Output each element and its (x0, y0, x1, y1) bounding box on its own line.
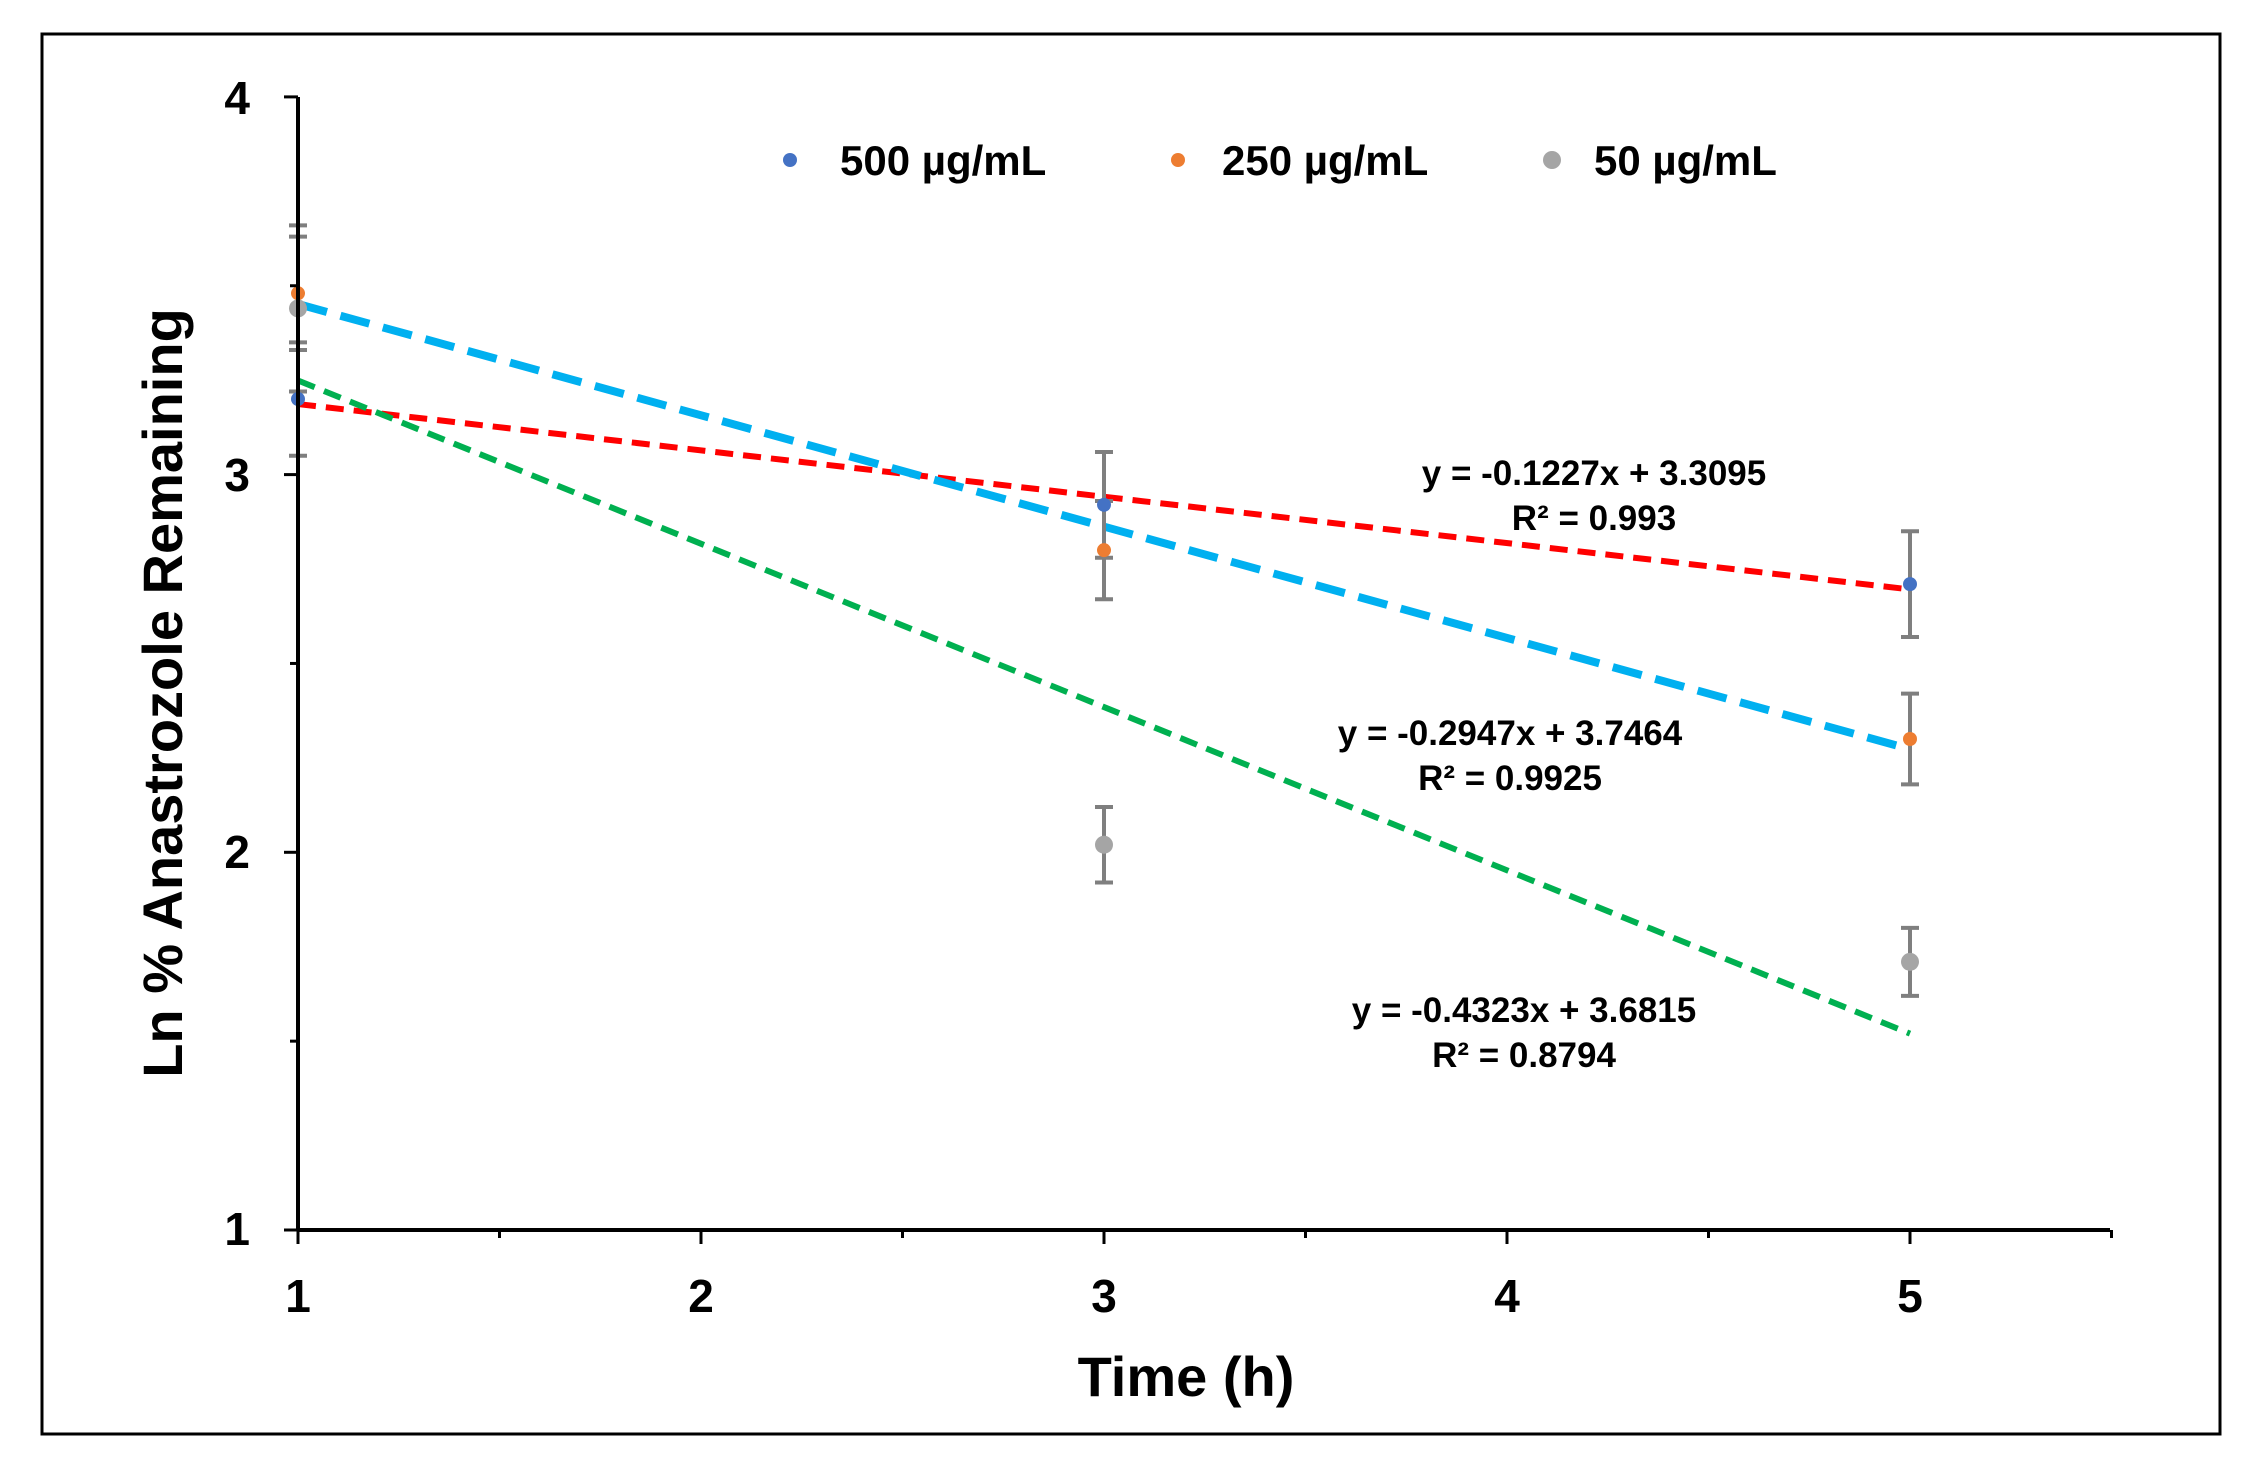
data-point-series-1 (1097, 497, 1111, 512)
trendline-equation-250: y = -0.2947x + 3.7464 (1338, 714, 1683, 753)
tick-labels: 1 2 3 4 5 1 2 3 4 (224, 72, 1922, 1322)
y-axis-title: Ln % Anastrozole Remaining (131, 308, 194, 1078)
x-axis-title: Time (h) (1078, 1345, 1295, 1408)
x-tick-label: 5 (1897, 1270, 1923, 1322)
legend-marker-250 (1171, 153, 1185, 167)
legend-label-500: 500 µg/mL (840, 137, 1046, 184)
trendline-1 (297, 401, 1911, 593)
trendline-r2-50: R² = 0.8794 (1432, 1036, 1616, 1075)
legend-marker-50 (1543, 151, 1561, 169)
legend-item-50: 50 µg/mL (1543, 137, 1777, 184)
x-tick-label: 3 (1091, 1270, 1117, 1322)
data-point-series-2 (1903, 731, 1917, 746)
y-tick-label: 3 (224, 449, 250, 501)
trendline-equation-500: y = -0.1227x + 3.3095 (1422, 454, 1766, 493)
trendline-r2-250: R² = 0.9925 (1418, 759, 1602, 798)
legend-label-250: 250 µg/mL (1222, 137, 1428, 184)
trendline-r2-500: R² = 0.993 (1512, 499, 1676, 538)
legend-item-250: 250 µg/mL (1171, 137, 1428, 184)
legend-marker-500 (783, 153, 797, 167)
y-tick-label: 2 (224, 826, 250, 878)
x-tick-label: 4 (1494, 1270, 1520, 1322)
data-point-series-1 (1903, 577, 1917, 592)
data-point-series-3 (1901, 952, 1919, 971)
x-tick-label: 2 (688, 1270, 714, 1322)
trendline-equation-50: y = -0.4323x + 3.6815 (1352, 991, 1696, 1030)
legend-item-500: 500 µg/mL (783, 137, 1046, 184)
data-point-series-2 (1097, 543, 1111, 558)
data-point-series-3 (1095, 835, 1113, 854)
legend-label-50: 50 µg/mL (1594, 137, 1777, 184)
y-tick-label: 1 (224, 1203, 250, 1255)
chart-frame (40, 32, 2222, 1436)
ticks (284, 95, 2113, 1244)
x-tick-label: 1 (285, 1270, 311, 1322)
trendline-equations: y = -0.1227x + 3.3095 R² = 0.993 y = -0.… (1338, 454, 1766, 1075)
y-tick-label: 4 (224, 72, 250, 124)
trendline-3 (296, 377, 1912, 1037)
legend: 500 µg/mL 250 µg/mL 50 µg/mL (783, 137, 1777, 184)
